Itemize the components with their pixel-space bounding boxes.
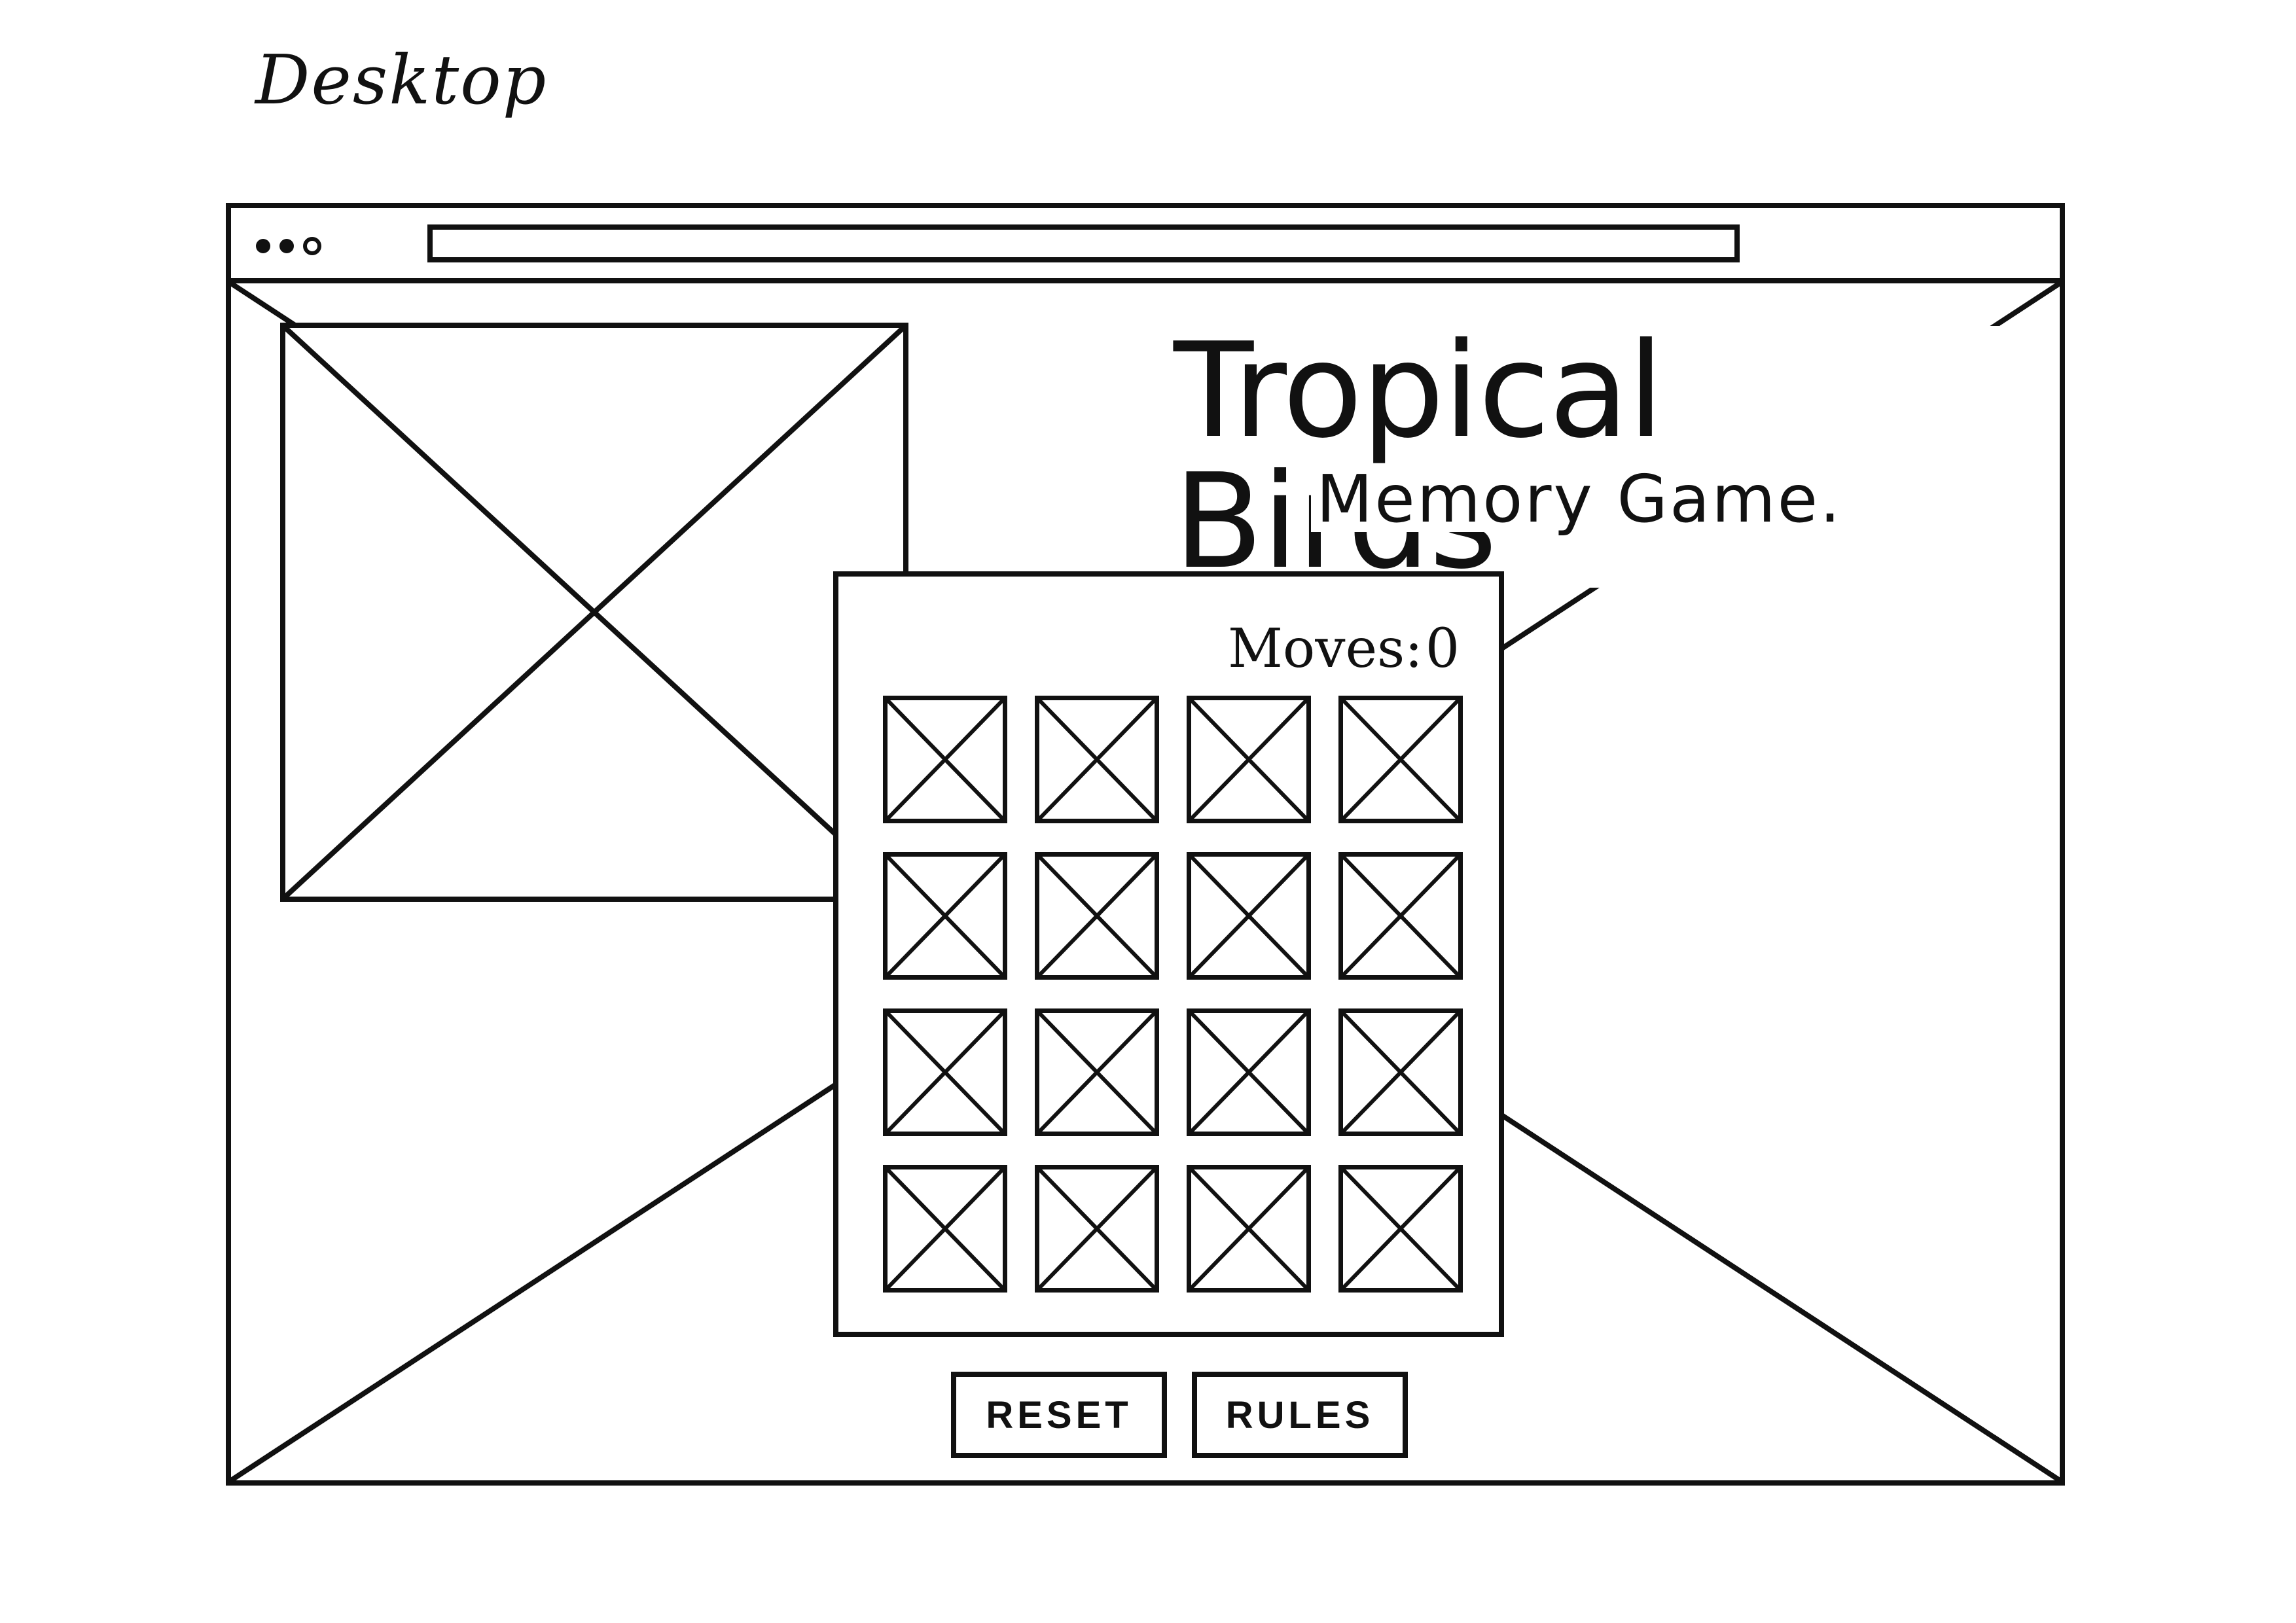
memory-card[interactable] (883, 1165, 1007, 1293)
memory-card[interactable] (1187, 852, 1311, 980)
card-grid (883, 696, 1463, 1293)
image-placeholder-icon (1039, 1169, 1155, 1288)
window-dot-icon[interactable] (279, 239, 294, 253)
image-placeholder-icon (1191, 1013, 1306, 1132)
window-dot-icon[interactable] (256, 239, 270, 253)
window-dots-icon[interactable] (256, 237, 321, 255)
hero-image-placeholder (280, 323, 908, 902)
memory-card[interactable] (1035, 1008, 1159, 1136)
browser-toolbar (231, 208, 2060, 283)
memory-card[interactable] (883, 696, 1007, 823)
image-placeholder-icon (888, 1169, 1003, 1288)
memory-card[interactable] (1035, 852, 1159, 980)
memory-card[interactable] (1187, 1165, 1311, 1293)
image-placeholder-icon (1039, 857, 1155, 975)
image-placeholder-icon (888, 857, 1003, 975)
image-placeholder-icon (1191, 700, 1306, 819)
image-placeholder-icon (888, 1013, 1003, 1132)
image-placeholder-icon (1039, 1013, 1155, 1132)
memory-card[interactable] (1187, 696, 1311, 823)
moves-counter: Moves: 0 (1228, 622, 1460, 676)
game-board: Moves: 0 (833, 571, 1504, 1337)
memory-card[interactable] (1035, 696, 1159, 823)
image-placeholder-icon (888, 700, 1003, 819)
rules-button[interactable]: RULES (1192, 1372, 1408, 1458)
image-placeholder-icon (1191, 1169, 1306, 1288)
image-placeholder-icon (285, 328, 903, 897)
moves-value: 0 (1425, 618, 1460, 680)
image-placeholder-icon (1039, 700, 1155, 819)
image-placeholder-icon (1343, 1013, 1458, 1132)
image-placeholder-icon (1343, 1169, 1458, 1288)
page-subtitle: Memory Game. (1311, 467, 1848, 532)
frame-label: Desktop (255, 40, 548, 120)
memory-card[interactable] (1338, 1008, 1463, 1136)
browser-window: Tropical Birds Memory Game. Moves: 0 RES… (226, 203, 2065, 1486)
memory-card[interactable] (1338, 852, 1463, 980)
reset-button[interactable]: RESET (951, 1372, 1167, 1458)
game-controls: RESET RULES (951, 1372, 1408, 1458)
memory-card[interactable] (1338, 1165, 1463, 1293)
image-placeholder-icon (1343, 857, 1458, 975)
memory-card[interactable] (883, 852, 1007, 980)
memory-card[interactable] (1035, 1165, 1159, 1293)
image-placeholder-icon (1191, 857, 1306, 975)
memory-card[interactable] (1187, 1008, 1311, 1136)
page-title: Tropical Birds (1167, 326, 2024, 588)
moves-label: Moves: (1227, 618, 1423, 680)
address-bar[interactable] (427, 224, 1740, 262)
window-dot-icon[interactable] (303, 237, 321, 255)
memory-card[interactable] (883, 1008, 1007, 1136)
image-placeholder-icon (1343, 700, 1458, 819)
memory-card[interactable] (1338, 696, 1463, 823)
page-viewport: Tropical Birds Memory Game. Moves: 0 RES… (231, 283, 2060, 1480)
